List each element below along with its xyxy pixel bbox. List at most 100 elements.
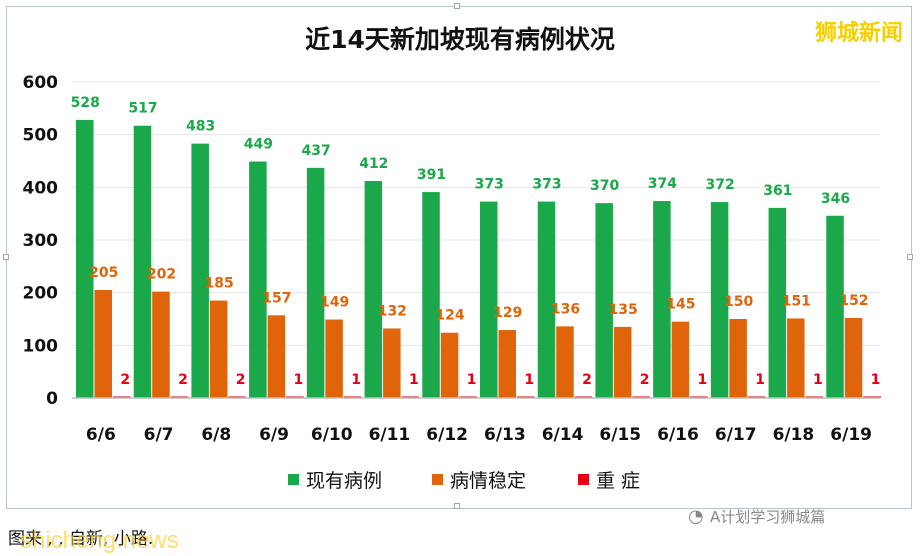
x-tick-label: 6/17 — [715, 425, 757, 445]
data-label: 185 — [205, 276, 234, 292]
chart-frame — [3, 3, 913, 509]
y-tick-label: 400 — [23, 178, 59, 198]
y-tick-label: 200 — [23, 284, 59, 304]
bar — [325, 319, 343, 398]
bar — [480, 201, 498, 398]
data-label: 2 — [640, 372, 650, 388]
data-label: 136 — [551, 301, 580, 317]
y-tick-label: 500 — [23, 126, 59, 146]
x-tick-label: 6/18 — [773, 425, 815, 445]
legend-swatch — [578, 474, 589, 485]
data-label: 373 — [532, 177, 561, 193]
data-label: 129 — [493, 305, 522, 321]
x-tick-label: 6/11 — [369, 425, 411, 445]
data-label: 124 — [435, 308, 464, 324]
bar — [152, 291, 170, 398]
data-label: 151 — [782, 293, 811, 309]
data-label: 205 — [89, 265, 118, 281]
site-watermark: shicheng.news — [20, 527, 179, 554]
x-tick-label: 6/15 — [599, 425, 641, 445]
bar — [76, 119, 94, 399]
resize-handle-left[interactable] — [3, 254, 9, 260]
image-caption: 图来 , , 自新, 小路. — [8, 529, 153, 549]
x-tick-label: 6/16 — [657, 425, 699, 445]
data-label: 1 — [813, 372, 823, 388]
wechat-icon: ◔ — [688, 506, 704, 527]
data-label: 149 — [320, 295, 349, 311]
data-label: 2 — [582, 372, 592, 388]
data-label: 150 — [724, 294, 753, 310]
data-labels: 5282052517202248318524491571437149141213… — [71, 95, 881, 388]
data-label: 449 — [244, 137, 273, 153]
data-label: 346 — [821, 191, 850, 207]
data-label: 1 — [409, 372, 419, 388]
x-tick-label: 6/12 — [426, 425, 468, 445]
x-tick-label: 6/10 — [311, 425, 353, 445]
bar — [498, 330, 516, 398]
legend-label: 重 症 — [596, 470, 640, 492]
data-label: 1 — [755, 372, 765, 388]
chart-title: 近14天新加坡现有病例状况 — [305, 25, 615, 54]
bar — [249, 161, 267, 398]
bar — [440, 332, 459, 398]
bar — [653, 201, 671, 398]
bar — [826, 215, 844, 398]
data-label: 152 — [839, 293, 868, 309]
bar — [191, 143, 209, 398]
bar — [595, 203, 613, 398]
bar — [133, 125, 152, 399]
bar — [209, 300, 228, 398]
data-label: 1 — [871, 372, 881, 388]
bar — [556, 326, 574, 398]
bar — [537, 201, 556, 398]
bar — [422, 192, 440, 398]
data-label: 528 — [71, 95, 100, 111]
footer-note-text: A计划学习狮城篇 — [710, 508, 825, 526]
data-label: 132 — [378, 303, 407, 319]
resize-handle-right[interactable] — [907, 254, 913, 260]
x-tick-label: 6/14 — [542, 425, 584, 445]
data-label: 2 — [178, 372, 188, 388]
data-label: 374 — [648, 176, 677, 192]
data-label: 361 — [763, 183, 792, 199]
data-label: 373 — [475, 177, 504, 193]
bar — [383, 328, 401, 398]
legend: 现有病例 病情稳定 重 症 — [288, 470, 640, 492]
y-tick-label: 600 — [23, 73, 59, 93]
data-label: 412 — [359, 156, 388, 172]
data-label: 370 — [590, 178, 619, 194]
data-label: 135 — [609, 302, 638, 318]
resize-handle-bottom[interactable] — [454, 503, 460, 509]
x-tick-label: 6/7 — [144, 425, 174, 445]
data-label: 1 — [467, 372, 477, 388]
bar — [613, 326, 632, 398]
bar — [729, 319, 747, 398]
data-label: 145 — [666, 297, 695, 313]
bar — [844, 317, 863, 398]
bar — [94, 290, 112, 398]
data-label: 2 — [236, 372, 246, 388]
data-label: 391 — [417, 167, 446, 183]
legend-label: 病情稳定 — [450, 470, 526, 492]
y-tick-label: 0 — [46, 389, 58, 409]
legend-swatch — [288, 474, 299, 485]
y-tick-label: 100 — [23, 336, 59, 356]
data-label: 202 — [147, 267, 176, 283]
data-label: 1 — [294, 372, 304, 388]
data-label: 483 — [186, 119, 215, 135]
y-axis-ticks: 0 100 200 300 400 500 600 — [23, 73, 59, 409]
x-tick-label: 6/19 — [830, 425, 872, 445]
x-tick-label: 6/9 — [259, 425, 289, 445]
footer-note: ◔ A计划学习狮城篇 — [688, 506, 825, 527]
bar — [671, 321, 690, 398]
bar — [768, 207, 787, 398]
data-label: 1 — [698, 372, 708, 388]
data-label: 157 — [262, 290, 291, 306]
bar — [710, 202, 729, 398]
data-label: 372 — [705, 177, 734, 193]
resize-handle-top[interactable] — [454, 3, 460, 9]
legend-label: 现有病例 — [306, 470, 382, 492]
bar — [306, 167, 325, 398]
data-label: 1 — [351, 372, 361, 388]
